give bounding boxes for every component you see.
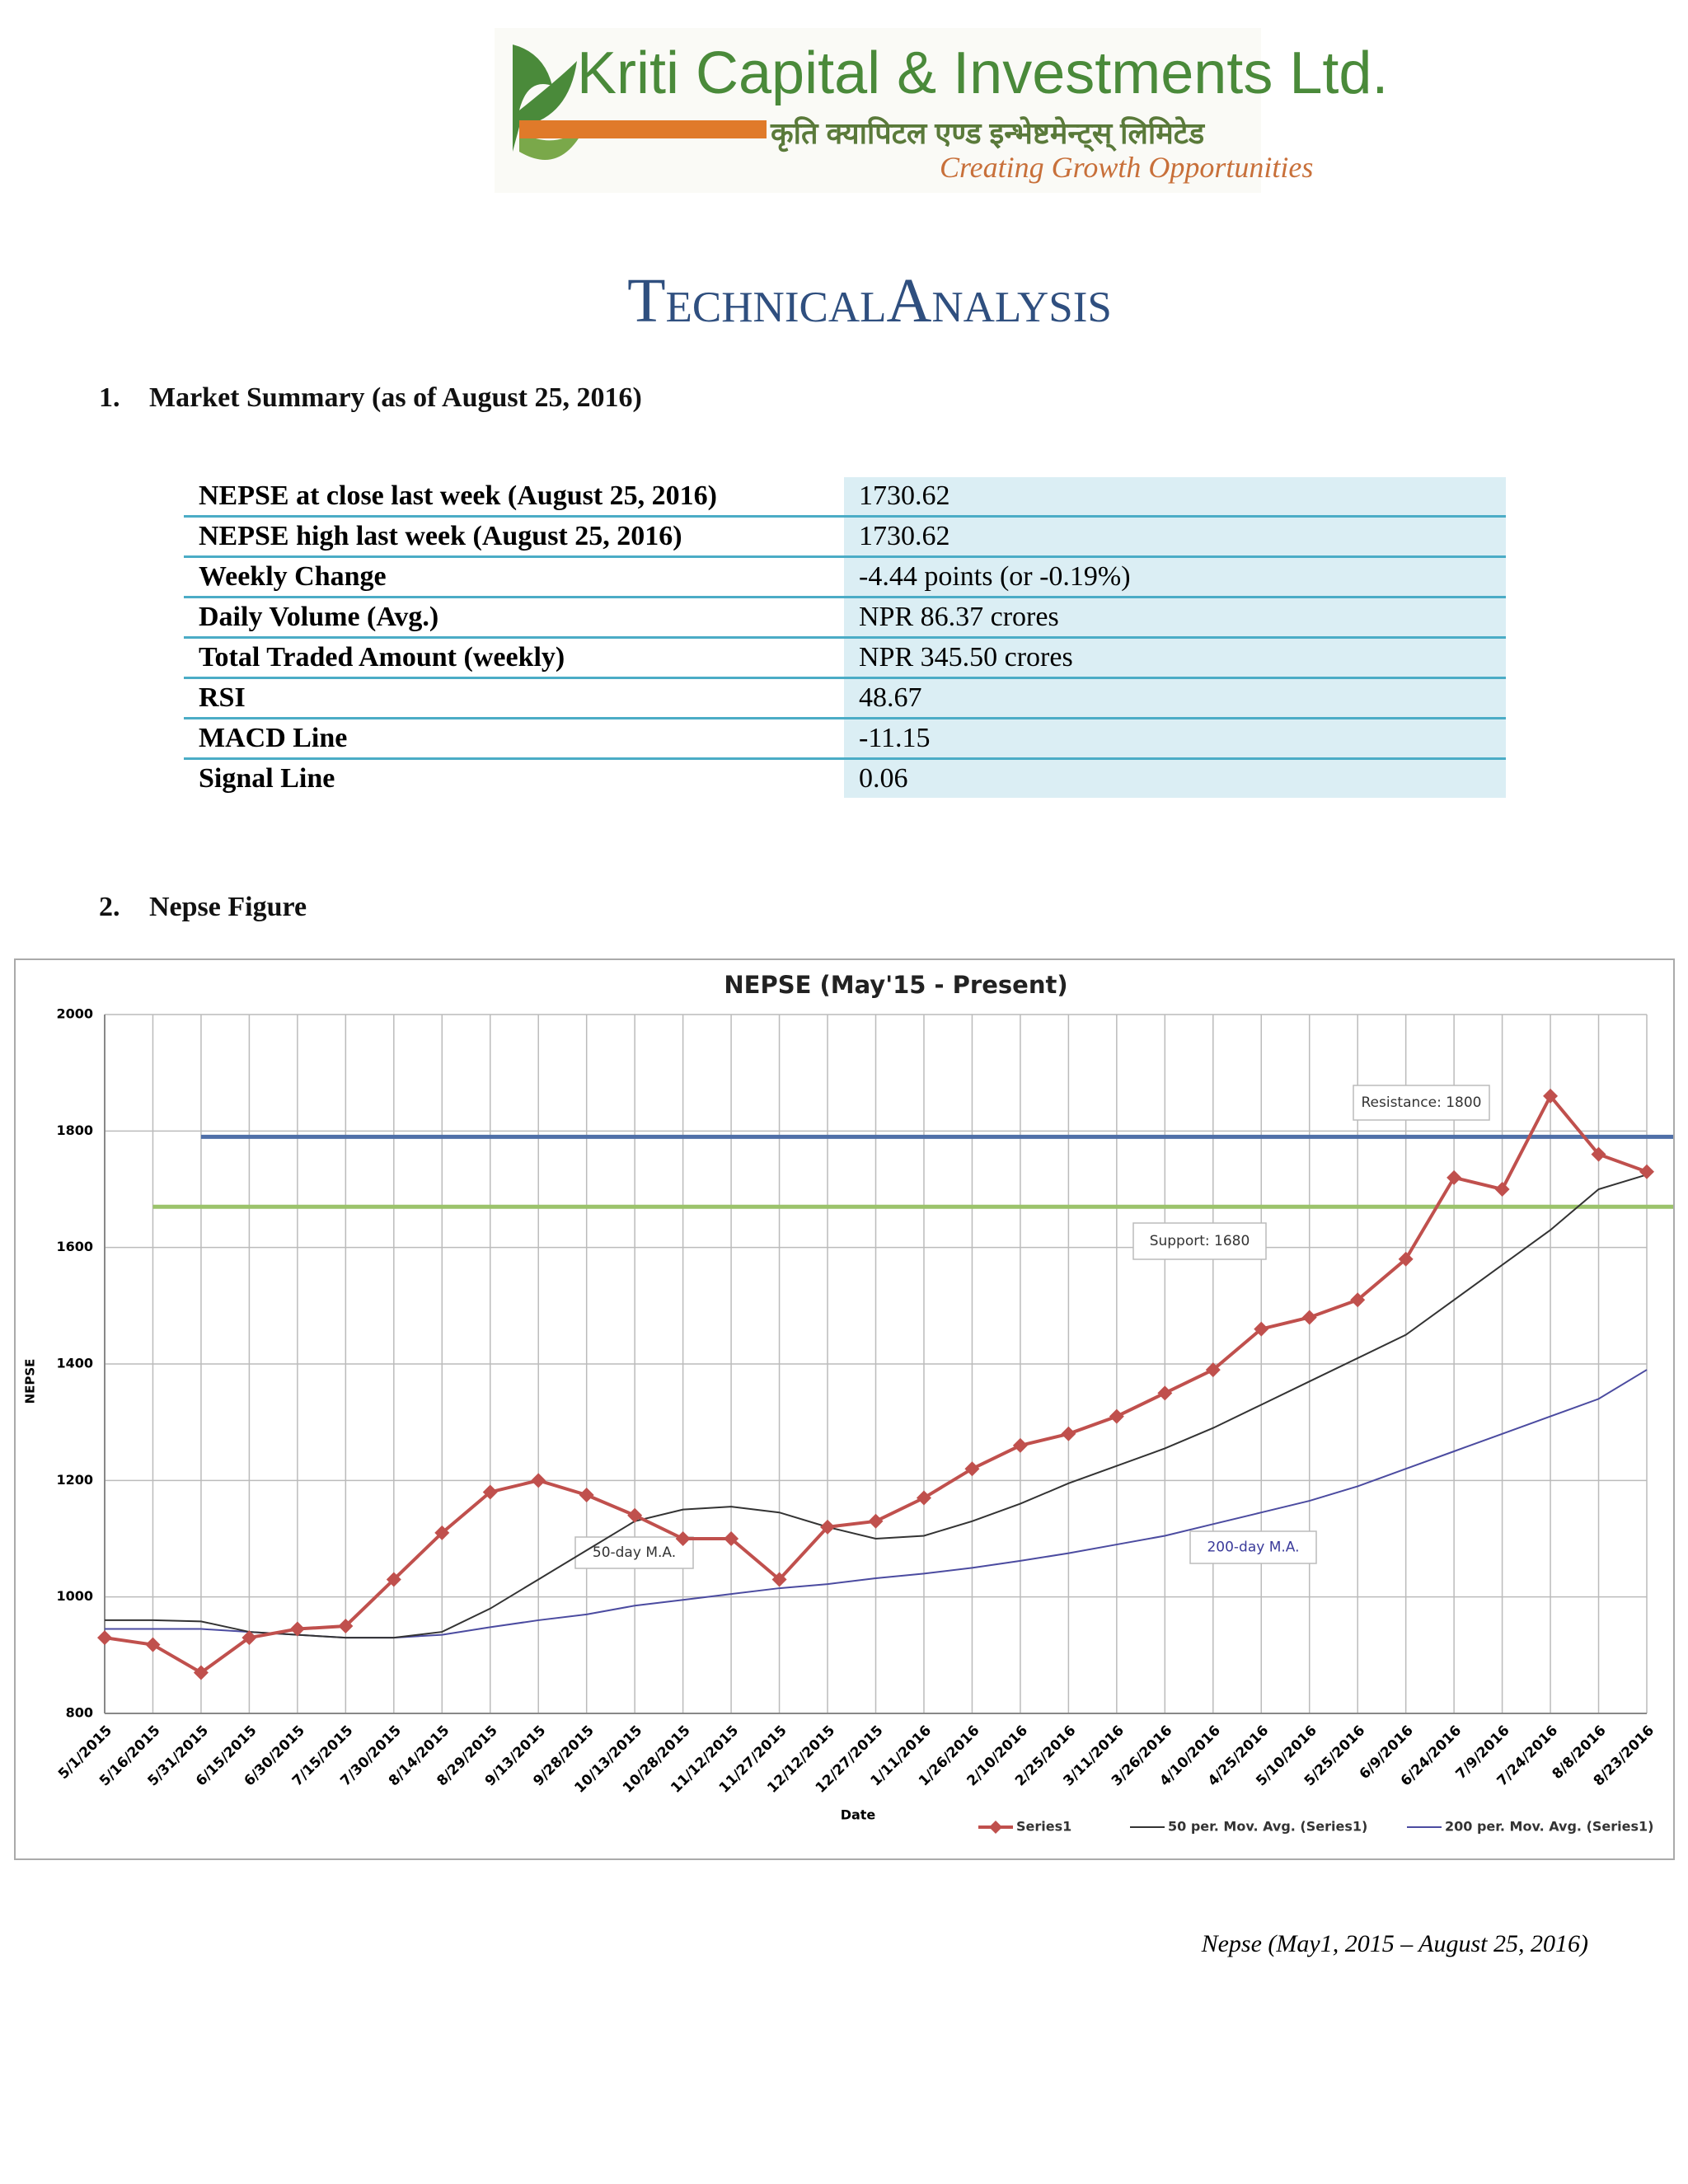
annotation-box [574, 1536, 694, 1569]
chart: NEPSE (May'15 - Present) NEPSE Date 800 1000… [14, 958, 1675, 1860]
data-point [675, 1531, 691, 1546]
chart-title: NEPSE (May'15 - Present) [724, 971, 1067, 999]
table-row: Weekly Change -4.44 points (or -0.19%) [184, 556, 1506, 598]
table-row: Total Traded Amount (weekly) NPR 345.50 c… [184, 637, 1506, 679]
table-row: RSI 48.67 [184, 677, 1506, 719]
row-value: NPR 345.50 crores [844, 637, 1506, 679]
data-point [916, 1490, 931, 1506]
logo-tagline: Creating Growth Opportunities [940, 151, 1314, 184]
legend-label: Series1 [1016, 1819, 1071, 1835]
data-point [1398, 1251, 1414, 1267]
logo-name: Kriti Capital & Investments Ltd. [577, 40, 1389, 106]
data-point [1350, 1292, 1366, 1308]
data-point [1639, 1164, 1654, 1179]
data-point [724, 1531, 739, 1546]
row-label: RSI [184, 677, 844, 719]
row-label: Daily Volume (Avg.) [184, 597, 844, 639]
summary-table: NEPSE at close last week (August 25, 201… [184, 477, 1506, 798]
legend-label: 200 per. Mov. Avg. (Series1) [1445, 1819, 1653, 1835]
data-point [964, 1461, 980, 1477]
data-point [1061, 1426, 1076, 1441]
data-point [771, 1572, 787, 1587]
row-value: 1730.62 [844, 516, 1506, 558]
data-point [145, 1637, 161, 1652]
logo-graphic [495, 28, 1261, 193]
table-row: Signal Line 0.06 [184, 758, 1506, 798]
annotation-box [1189, 1530, 1317, 1564]
data-point [1157, 1385, 1173, 1401]
annotation: 50-day M.A. [593, 1544, 676, 1561]
section-title: Nepse Figure [149, 892, 307, 922]
y-tick-label: 1200 [56, 1472, 93, 1488]
caption: Nepse (May1, 2015 – August 25, 2016) [1201, 1930, 1588, 1957]
row-value: -4.44 points (or -0.19%) [844, 556, 1506, 598]
table-row: Daily Volume (Avg.) NPR 86.37 crores [184, 597, 1506, 639]
annotation-box [1132, 1222, 1267, 1260]
data-point [1591, 1146, 1606, 1162]
y-axis-label: NEPSE [23, 1359, 38, 1404]
data-point [1205, 1362, 1221, 1378]
row-label: Weekly Change [184, 556, 844, 598]
legend-swatch [989, 1821, 1002, 1834]
row-value: -11.15 [844, 718, 1506, 760]
data-point [1301, 1310, 1317, 1325]
series-line [105, 1174, 1648, 1639]
data-point [627, 1507, 643, 1523]
legend-label: 50 per. Mov. Avg. (Series1) [1168, 1819, 1367, 1835]
data-point [579, 1488, 594, 1502]
row-label: Signal Line [199, 763, 335, 794]
y-tick-label: 1800 [56, 1122, 93, 1138]
annotation: 200-day M.A. [1207, 1540, 1299, 1556]
x-axis-label: Date [841, 1807, 876, 1823]
data-point [820, 1519, 836, 1535]
section-number: 1. [99, 382, 120, 413]
section-number: 2. [99, 892, 120, 922]
y-tick-label: 2000 [56, 1006, 93, 1022]
annotation-box [1353, 1085, 1490, 1121]
row-label: Total Traded Amount (weekly) [184, 637, 844, 679]
y-tick-label: 1000 [56, 1588, 93, 1604]
doc-title: TechnicalAnalysis [627, 266, 1112, 335]
data-point [482, 1484, 498, 1500]
data-point [1494, 1182, 1510, 1197]
data-point [434, 1525, 450, 1540]
table-row: NEPSE at close last week (August 25, 201… [184, 477, 1506, 518]
annotation: Resistance: 1800 [1361, 1094, 1481, 1111]
row-label: MACD Line [184, 718, 844, 760]
row-value: NPR 86.37 crores [844, 597, 1506, 639]
data-point [289, 1621, 305, 1637]
data-point [386, 1572, 401, 1587]
table-row: NEPSE high last week (August 25, 2016) 17… [184, 516, 1506, 558]
data-point [97, 1630, 112, 1646]
row-label: NEPSE at close last week (August 25, 201… [184, 477, 844, 518]
data-point [1254, 1321, 1269, 1337]
data-point [338, 1619, 354, 1633]
data-point [1012, 1437, 1028, 1453]
logo-hindi: कृति क्यापिटल एण्ड इन्भेष्टमेन्ट्स् लिमि… [771, 116, 1205, 150]
row-value: 0.06 [844, 758, 1506, 798]
y-tick-label: 800 [66, 1705, 93, 1721]
data-point [1447, 1169, 1462, 1185]
row-value: 1730.62 [844, 477, 1506, 518]
row-label: NEPSE high last week (August 25, 2016) [184, 516, 844, 558]
data-point [531, 1473, 546, 1488]
section-title: Market Summary (as of August 25, 2016) [149, 382, 642, 413]
data-point [193, 1665, 209, 1680]
data-point [868, 1513, 884, 1529]
data-point [1109, 1408, 1124, 1424]
table-row: MACD Line -11.15 [184, 718, 1506, 760]
y-tick-label: 1600 [56, 1239, 93, 1254]
annotation: Support: 1680 [1150, 1233, 1250, 1249]
row-value: 48.67 [844, 677, 1506, 719]
data-point [1543, 1088, 1559, 1104]
y-tick-label: 1400 [56, 1356, 93, 1371]
data-point [241, 1630, 257, 1646]
